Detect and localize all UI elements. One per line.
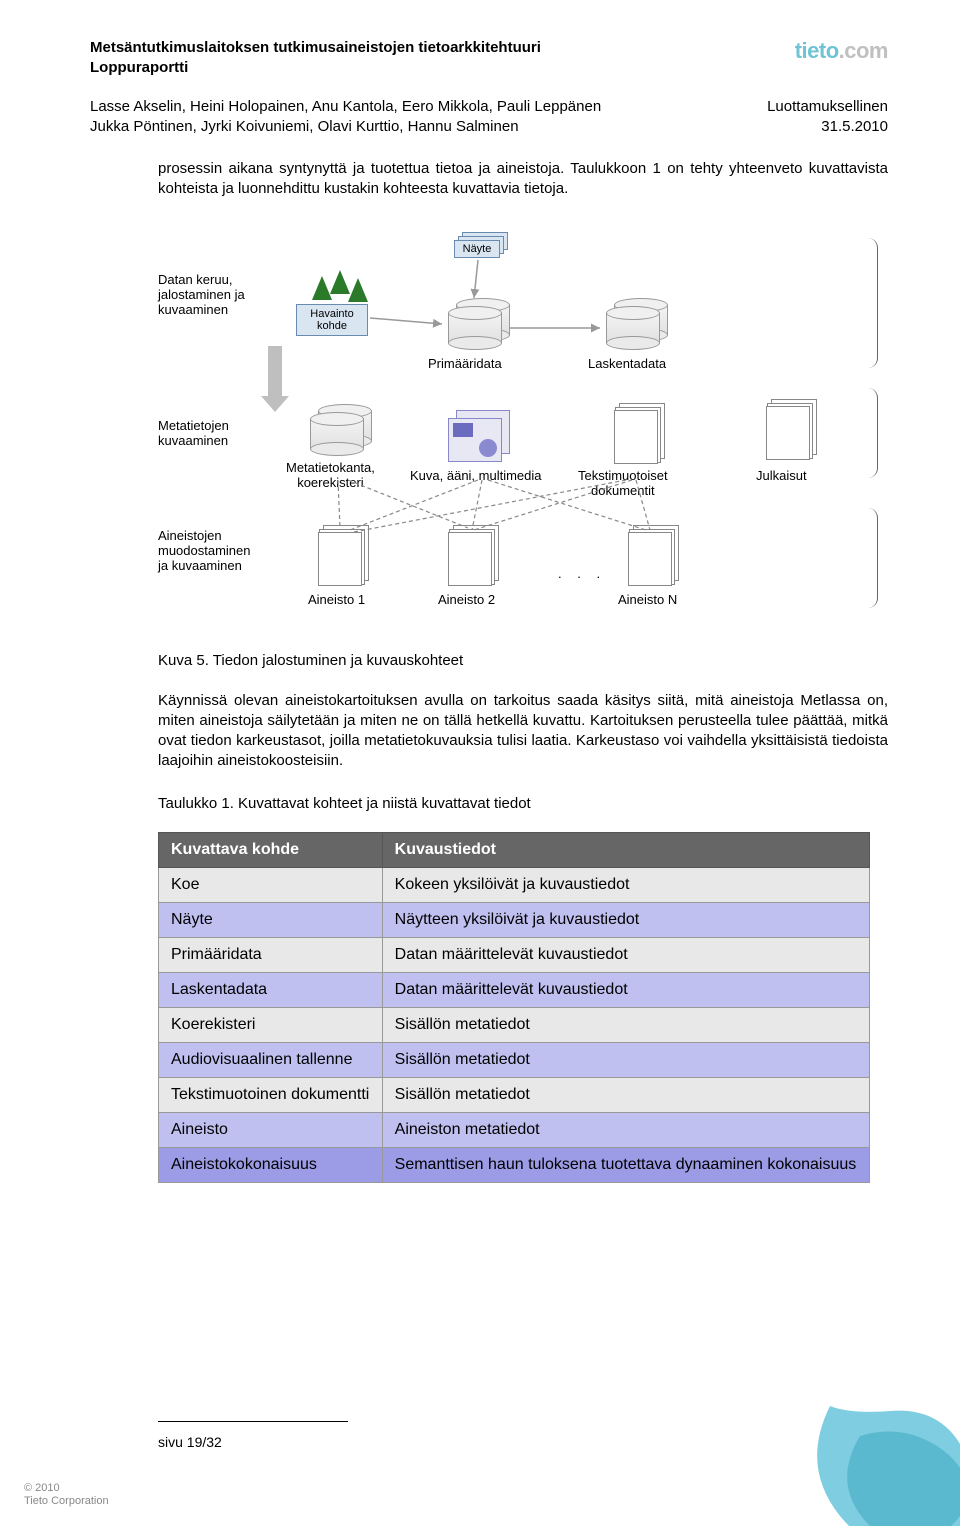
table-cell: Datan määrittelevät kuvaustiedot	[382, 937, 869, 972]
table-cell: Koe	[159, 867, 383, 902]
table-row: AineistokokonaisuusSemanttisen haun tulo…	[159, 1147, 870, 1182]
table-row: NäyteNäytteen yksilöivät ja kuvaustiedot	[159, 902, 870, 937]
figure-5-diagram: Datan keruu, jalostaminen ja kuvaaminen …	[158, 228, 878, 628]
paragraph-1: prosessin aikana syntynyttä ja tuotettua…	[90, 159, 888, 200]
table-cell: Aineistokokonaisuus	[159, 1147, 383, 1182]
table-row: AineistoAineiston metatiedot	[159, 1112, 870, 1147]
table-cell: Aineiston metatiedot	[382, 1112, 869, 1147]
authors: Lasse Akselin, Heini Holopainen, Anu Kan…	[90, 97, 601, 138]
page-number: sivu 19/32	[90, 1434, 888, 1450]
table-cell: Primääridata	[159, 937, 383, 972]
classification: Luottamuksellinen	[767, 97, 888, 117]
figure-caption: Kuva 5. Tiedon jalostuminen ja kuvauskoh…	[90, 652, 888, 669]
table-cell: Audiovisuaalinen tallenne	[159, 1042, 383, 1077]
doc-header: Metsäntutkimuslaitoksen tutkimusaineisto…	[90, 38, 541, 79]
logo-brand: tieto	[795, 38, 839, 63]
table-cell: Näyte	[159, 902, 383, 937]
footer: sivu 19/32	[90, 1421, 888, 1450]
down-arrow-icon	[268, 346, 282, 396]
authors-line2: Jukka Pöntinen, Jyrki Koivuniemi, Olavi …	[90, 117, 601, 137]
table-header: Kuvattava kohde	[159, 832, 383, 867]
table-row: Audiovisuaalinen tallenneSisällön metati…	[159, 1042, 870, 1077]
table-row: KoeKokeen yksilöivät ja kuvaustiedot	[159, 867, 870, 902]
table-row: PrimääridataDatan määrittelevät kuvausti…	[159, 937, 870, 972]
table-cell: Sisällön metatiedot	[382, 1007, 869, 1042]
copyright-company: Tieto Corporation	[24, 1495, 109, 1508]
doc-title: Metsäntutkimuslaitoksen tutkimusaineisto…	[90, 38, 541, 58]
table-cell: Sisällön metatiedot	[382, 1042, 869, 1077]
table-cell: Semanttisen haun tuloksena tuotettava dy…	[382, 1147, 869, 1182]
table-cell: Koerekisteri	[159, 1007, 383, 1042]
table-caption: Taulukko 1. Kuvattavat kohteet ja niistä…	[90, 794, 888, 814]
table-row: LaskentadataDatan määrittelevät kuvausti…	[159, 972, 870, 1007]
copyright: © 2010 Tieto Corporation	[24, 1482, 109, 1508]
doc-date: 31.5.2010	[767, 117, 888, 137]
table-header-row: Kuvattava kohde Kuvaustiedot	[159, 832, 870, 867]
table-row: KoerekisteriSisällön metatiedot	[159, 1007, 870, 1042]
table-header: Kuvaustiedot	[382, 832, 869, 867]
tieto-logo: tieto.com	[795, 38, 888, 64]
logo-tld: .com	[839, 38, 888, 63]
table-cell: Sisällön metatiedot	[382, 1077, 869, 1112]
doc-meta: Luottamuksellinen 31.5.2010	[767, 97, 888, 138]
table-cell: Kokeen yksilöivät ja kuvaustiedot	[382, 867, 869, 902]
footer-rule	[158, 1421, 348, 1422]
tieto-big-logo-icon	[780, 1406, 960, 1526]
table-1: Kuvattava kohde Kuvaustiedot KoeKokeen y…	[158, 832, 870, 1183]
table-cell: Aineisto	[159, 1112, 383, 1147]
table-cell: Näytteen yksilöivät ja kuvaustiedot	[382, 902, 869, 937]
table-cell: Laskentadata	[159, 972, 383, 1007]
table-cell: Datan määrittelevät kuvaustiedot	[382, 972, 869, 1007]
table-cell: Tekstimuotoinen dokumentti	[159, 1077, 383, 1112]
copyright-year: © 2010	[24, 1482, 109, 1495]
table-row: Tekstimuotoinen dokumenttiSisällön metat…	[159, 1077, 870, 1112]
paragraph-2: Käynnissä olevan aineistokartoituksen av…	[90, 691, 888, 772]
doc-subtitle: Loppuraportti	[90, 58, 541, 78]
diagram-arrows	[158, 228, 878, 628]
authors-line1: Lasse Akselin, Heini Holopainen, Anu Kan…	[90, 97, 601, 117]
